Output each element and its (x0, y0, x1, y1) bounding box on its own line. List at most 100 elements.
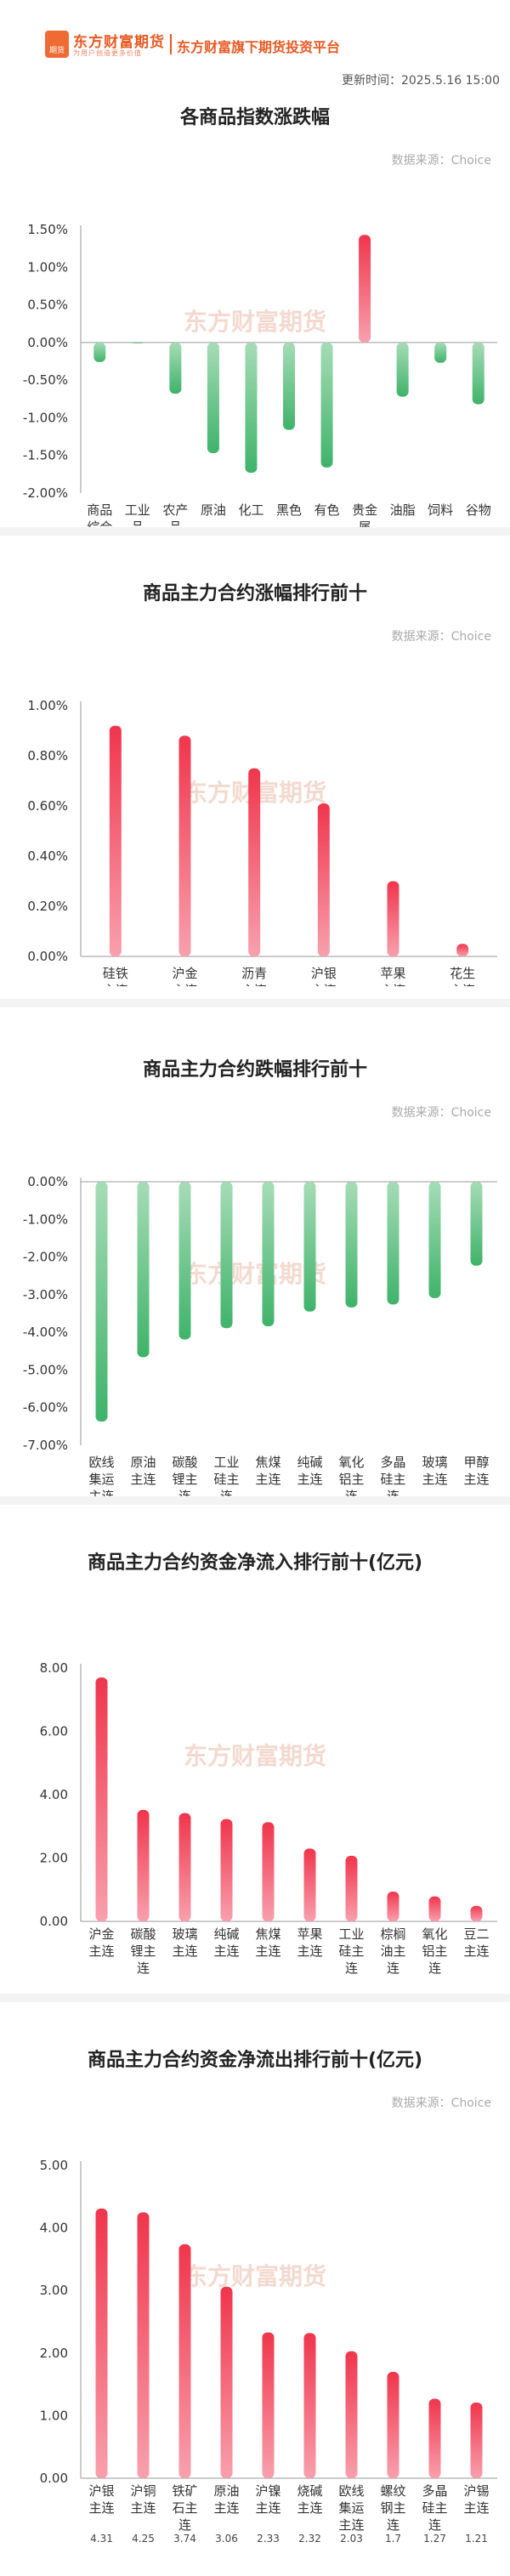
category-label: 工业硅主连 (213, 1455, 239, 1496)
value-label: 0.49 (465, 1980, 488, 1981)
category-label: 铁矿石主连 (172, 2483, 197, 2533)
bar-1 (137, 1809, 150, 1921)
bar-0 (95, 2208, 108, 2478)
data-source: 数据来源：Choice (391, 1106, 491, 1120)
y-tick-label: 0.80% (27, 748, 68, 763)
value-label: 4.25 (132, 2533, 155, 2545)
category-label: 黑色 (276, 502, 302, 518)
bar-5 (303, 2333, 316, 2478)
section-separator (0, 527, 510, 536)
category-label: 工业品 (125, 502, 150, 527)
y-tick-label: 0.60% (27, 798, 68, 814)
y-tick-label: -1.00% (23, 410, 68, 425)
category-label: 甲醇主连 (463, 1455, 489, 1487)
category-label: 农产品 (162, 502, 188, 527)
value-label: 2.32 (298, 2533, 321, 2545)
bar-8 (396, 342, 409, 397)
top-losers-chart: 东方财富期货 0.00% -1.00% -2.00% -3.00% -4.00% -5.00… (23, 1174, 497, 1496)
index-change-chart: 东方财富期货 1.50% 1.00% 0.50% 0.00% -0.50% -1.00% -1… (23, 222, 497, 527)
value-label: 1.27 (423, 2533, 446, 2545)
y-tick-label: 0.50% (27, 298, 68, 313)
data-source: 数据来源：Choice (391, 630, 491, 644)
bar-5 (303, 1182, 316, 1312)
value-label: 1.21 (465, 2533, 488, 2545)
bar-7 (387, 1182, 400, 1305)
bar-6 (345, 1855, 358, 1921)
category-label: 玻璃主连 (172, 1926, 197, 1959)
category-label: 沪银主连 (88, 2483, 114, 2516)
category-label: 饲料 (428, 502, 453, 518)
category-label: 沪金主连 (172, 966, 197, 986)
chart-title: 商品主力合约资金净流出排行前十(亿元) (87, 2050, 423, 2071)
category-label: 沪铜主连 (130, 2483, 156, 2516)
bar-3 (220, 2286, 233, 2478)
bar-8 (428, 2398, 441, 2478)
data-source: 数据来源：Choice (391, 154, 491, 167)
section-separator (0, 1496, 510, 1505)
bar-4 (262, 1822, 275, 1921)
bar-0 (94, 342, 106, 362)
value-label: 2.03 (340, 2533, 363, 2545)
bar-9 (470, 1905, 483, 1921)
category-label: 原油 (201, 502, 226, 518)
category-label: 沥青主连 (241, 966, 267, 986)
category-label: 沪锡主连 (463, 2483, 489, 2516)
y-tick-label: 0.00% (27, 1174, 68, 1189)
y-tick-label: -2.00% (23, 1250, 68, 1265)
category-label: 苹果主连 (297, 1926, 322, 1959)
bar-2 (248, 768, 261, 956)
category-label: 沪银主连 (311, 966, 337, 986)
y-tick-label: 0.00 (40, 2471, 68, 2486)
category-label: 沪金主连 (88, 1926, 114, 1959)
bar-1 (137, 1182, 150, 1358)
value-label: 3.06 (215, 2533, 238, 2545)
bar-2 (178, 1813, 191, 1921)
y-tick-label: 8.00 (40, 1660, 68, 1676)
bar-6 (345, 2351, 358, 2478)
category-label: 苹果主连 (380, 966, 405, 986)
bar-10 (472, 342, 484, 405)
bar-5 (303, 1848, 316, 1921)
section-top-gainers: 商品主力合约涨幅排行前十 数据来源：Choice 东方财富期货1.00%0.80… (0, 578, 510, 986)
watermark: 东方财富期货 (184, 1742, 326, 1770)
y-tick-label: 1.00% (27, 259, 68, 275)
section-index-change: 各商品指数涨跌幅 数据来源：Choice 东方财富期货 1.50% 1.00% 0.5… (0, 102, 510, 527)
category-label: 有色 (314, 502, 340, 518)
category-label: 商品综合 (87, 502, 112, 527)
value-label: 7.70 (90, 1980, 113, 1981)
category-label: 硅铁主连 (103, 966, 128, 986)
category-label: 原油主连 (130, 1455, 156, 1487)
watermark: 东方财富期货 (184, 1260, 326, 1288)
y-tick-label: 1.50% (27, 222, 68, 237)
bar-3 (317, 803, 330, 956)
y-tick-label: 0.40% (27, 848, 68, 864)
category-label: 纯碱主连 (297, 1455, 322, 1487)
bar-1 (178, 735, 191, 956)
category-label: 碳酸锂主连 (172, 1455, 197, 1496)
bar-3 (220, 1819, 233, 1921)
brand-slogan: 为用户创造更多价值 (73, 49, 142, 57)
bar-0 (109, 725, 122, 956)
category-label: 纯碱主连 (213, 1926, 239, 1959)
bar-8 (428, 1896, 441, 1921)
bar-7 (359, 235, 371, 343)
y-tick-label: -2.00% (23, 485, 68, 501)
category-label: 烧碱主连 (297, 2483, 322, 2516)
y-tick-label: 2.00 (40, 2346, 68, 2361)
update-time: 更新时间：2025.5.16 15:00 (341, 74, 500, 88)
watermark: 东方财富期货 (184, 308, 326, 336)
y-tick-label: 1.00% (27, 698, 68, 713)
bar-2 (178, 2244, 191, 2478)
value-label: 3.42 (173, 1980, 196, 1981)
bar-4 (387, 881, 400, 956)
category-label: 玻璃主连 (422, 1455, 447, 1487)
chart-title: 商品主力合约资金净流入排行前十(亿元) (87, 1552, 423, 1574)
chart-title: 商品主力合约跌幅排行前十 (142, 1059, 367, 1081)
bar-6 (320, 342, 333, 468)
bar-7 (387, 1891, 400, 1921)
value-label: 3.23 (215, 1980, 238, 1981)
header-divider (170, 34, 172, 54)
category-label: 螺纹钢主连 (380, 2483, 405, 2533)
y-tick-label: 1.00 (40, 2408, 68, 2423)
category-label: 油脂 (390, 502, 416, 518)
